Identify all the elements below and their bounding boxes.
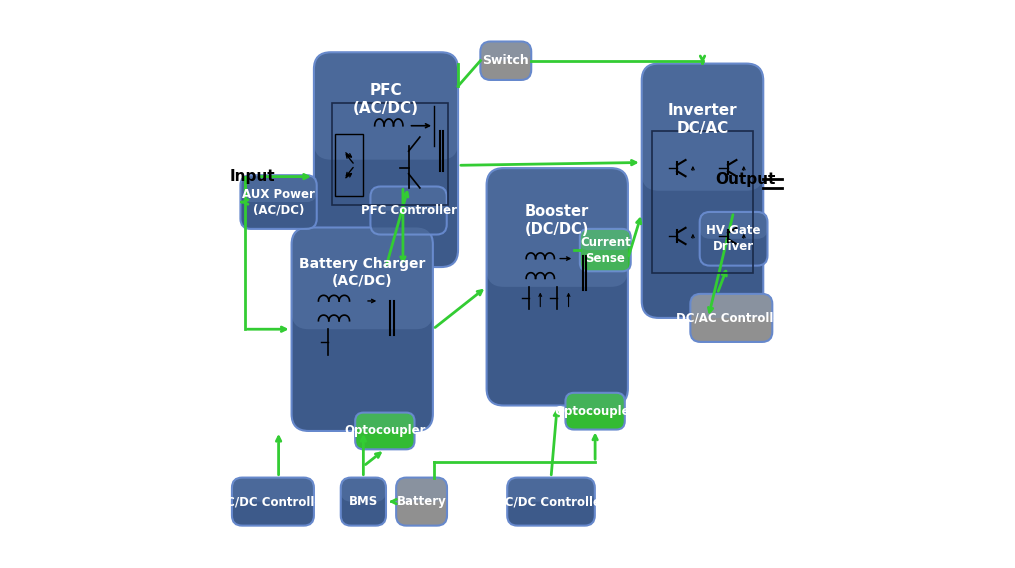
FancyBboxPatch shape bbox=[486, 168, 628, 406]
FancyBboxPatch shape bbox=[480, 41, 531, 80]
FancyBboxPatch shape bbox=[580, 229, 630, 250]
FancyBboxPatch shape bbox=[699, 212, 767, 239]
Text: Output: Output bbox=[716, 172, 776, 187]
Text: Booster
(DC/DC): Booster (DC/DC) bbox=[525, 203, 590, 237]
FancyBboxPatch shape bbox=[641, 64, 763, 318]
FancyBboxPatch shape bbox=[370, 186, 447, 211]
Text: AC/DC Controller: AC/DC Controller bbox=[217, 495, 329, 508]
FancyBboxPatch shape bbox=[341, 478, 386, 525]
FancyBboxPatch shape bbox=[241, 175, 317, 229]
Text: Optocoupler: Optocoupler bbox=[344, 424, 425, 437]
FancyBboxPatch shape bbox=[355, 412, 414, 431]
FancyBboxPatch shape bbox=[508, 478, 595, 502]
FancyBboxPatch shape bbox=[341, 478, 386, 502]
Text: PFC
(AC/DC): PFC (AC/DC) bbox=[353, 83, 419, 116]
Text: Battery Charger
(AC/DC): Battery Charger (AC/DC) bbox=[299, 257, 425, 288]
FancyBboxPatch shape bbox=[355, 412, 414, 449]
FancyBboxPatch shape bbox=[314, 52, 458, 160]
Text: DC/DC Controller: DC/DC Controller bbox=[495, 495, 607, 508]
FancyBboxPatch shape bbox=[580, 229, 630, 272]
Text: AUX Power
(AC/DC): AUX Power (AC/DC) bbox=[243, 187, 315, 216]
Text: HV Gate
Driver: HV Gate Driver bbox=[706, 224, 761, 253]
FancyBboxPatch shape bbox=[690, 294, 772, 318]
Text: PFC Controller: PFC Controller bbox=[360, 204, 457, 217]
FancyBboxPatch shape bbox=[508, 478, 595, 525]
FancyBboxPatch shape bbox=[232, 478, 314, 525]
Text: Battery: Battery bbox=[397, 495, 447, 508]
FancyBboxPatch shape bbox=[699, 212, 767, 266]
FancyBboxPatch shape bbox=[565, 393, 625, 429]
FancyBboxPatch shape bbox=[232, 478, 314, 502]
FancyBboxPatch shape bbox=[396, 478, 447, 525]
FancyBboxPatch shape bbox=[690, 294, 772, 342]
FancyBboxPatch shape bbox=[291, 227, 432, 431]
FancyBboxPatch shape bbox=[396, 478, 447, 502]
Text: DC/AC Controller: DC/AC Controller bbox=[676, 311, 787, 324]
FancyBboxPatch shape bbox=[480, 41, 531, 61]
Text: Input: Input bbox=[229, 169, 275, 184]
Text: BMS: BMS bbox=[349, 495, 378, 508]
FancyBboxPatch shape bbox=[291, 227, 432, 329]
Text: Inverter
DC/AC: Inverter DC/AC bbox=[668, 103, 737, 136]
FancyBboxPatch shape bbox=[314, 52, 458, 267]
Text: Current
Sense: Current Sense bbox=[580, 236, 630, 265]
Text: Optocoupler: Optocoupler bbox=[554, 404, 635, 417]
FancyBboxPatch shape bbox=[565, 393, 625, 411]
FancyBboxPatch shape bbox=[241, 175, 317, 202]
FancyBboxPatch shape bbox=[641, 64, 763, 191]
Text: Switch: Switch bbox=[482, 54, 529, 67]
FancyBboxPatch shape bbox=[370, 186, 447, 235]
FancyBboxPatch shape bbox=[486, 168, 628, 287]
